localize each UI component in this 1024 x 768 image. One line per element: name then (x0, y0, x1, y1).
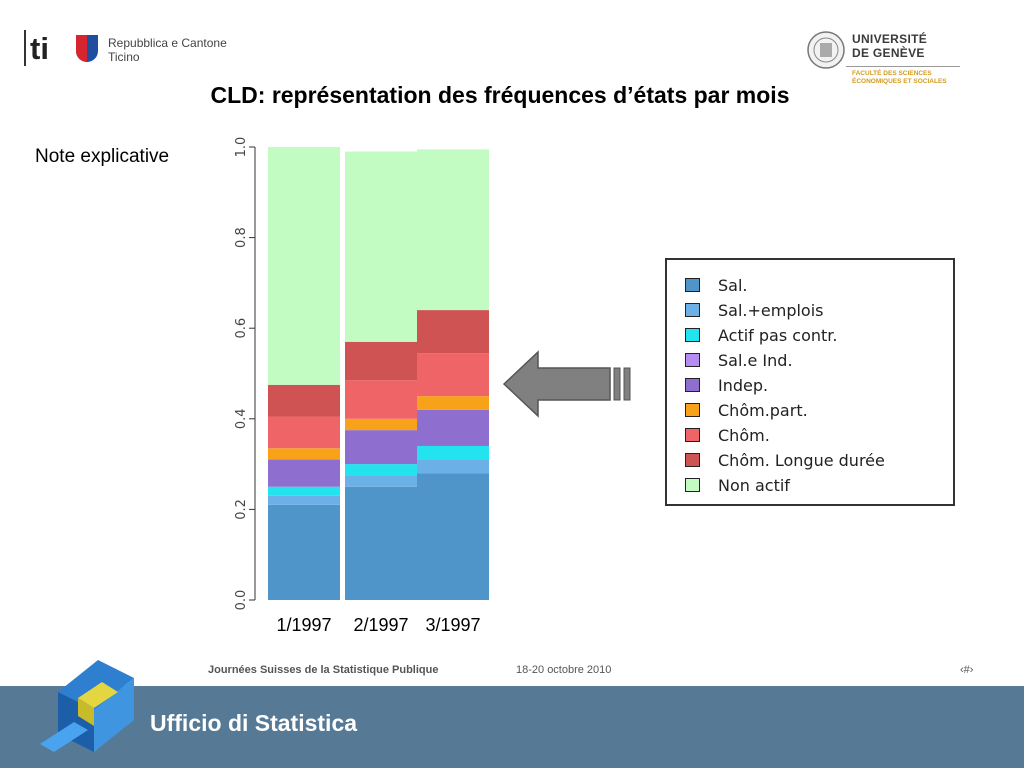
legend-swatch (685, 428, 700, 442)
svg-text:ti: ti (30, 31, 49, 66)
bar-segment (417, 353, 489, 397)
unige-seal-icon (807, 31, 845, 69)
bar-segment (417, 409, 489, 446)
ticino-logo-mark: ti (24, 30, 98, 66)
legend-item: Sal.e Ind. (685, 349, 793, 371)
ufficio-di-statistica-label: Ufficio di Statistica (150, 710, 358, 736)
legend-label: Chôm. (718, 425, 770, 445)
bar-segment (268, 459, 340, 487)
unige-name-line2: DE GENÈVE (852, 46, 925, 60)
bar-segment (268, 147, 340, 385)
legend-label: Sal.+emplois (718, 300, 824, 320)
x-tick-label: 2/1997 (353, 615, 408, 635)
unige-faculty-line1: FACULTÉ DES SCIENCES (852, 70, 932, 77)
bar-segment (345, 341, 417, 381)
ticino-logo-line2: Ticino (108, 50, 140, 64)
footer-page-number: ‹#› (960, 664, 974, 676)
legend-item: Chôm. (685, 424, 770, 446)
bar-segment (417, 473, 489, 600)
unige-name-line1: UNIVERSITÉ (852, 32, 928, 46)
legend-label: Actif pas contr. (718, 325, 838, 345)
bar-segment (268, 486, 340, 496)
ticino-logo: ti Repubblica e Cantone Ticino (24, 30, 234, 68)
bar-segment (268, 416, 340, 449)
x-tick-label: 3/1997 (425, 615, 480, 635)
x-tick-label: 1/1997 (276, 615, 331, 635)
legend-item: Chôm.part. (685, 399, 808, 421)
chart-legend: Sal. Sal.+emplois Actif pas contr. Sal.e In… (665, 258, 955, 506)
bar-segment (345, 430, 417, 465)
bar-segment (417, 310, 489, 354)
legend-swatch (685, 303, 700, 317)
y-tick-label: 0.8 (234, 227, 249, 248)
legend-swatch (685, 478, 700, 492)
legend-item: Sal.+emplois (685, 299, 824, 321)
legend-label: Sal.e Ind. (718, 350, 793, 370)
y-tick-label: 0.6 (234, 318, 249, 339)
y-tick-label: 0.0 (234, 590, 249, 611)
legend-item: Indep. (685, 374, 768, 396)
unige-divider (846, 66, 960, 67)
ticino-logo-line1: Repubblica e Cantone (108, 36, 227, 50)
legend-swatch (685, 378, 700, 392)
legend-swatch (685, 453, 700, 467)
legend-swatch (685, 403, 700, 417)
arrow-left-icon (502, 350, 631, 418)
unige-logo: UNIVERSITÉ DE GENÈVE FACULTÉ DES SCIENCE… (806, 30, 966, 94)
note-explicative: Note explicative (35, 146, 170, 167)
legend-item: Actif pas contr. (685, 324, 837, 346)
ustat-cube-logo-icon (40, 660, 134, 752)
bar-segment (268, 504, 340, 600)
legend-label: Indep. (718, 375, 769, 395)
bar-segment (417, 396, 489, 410)
stacked-bar-chart: 0.0 0.2 0.4 0.6 0.8 1.0 1/1997 2/1997 3/1997 (234, 137, 489, 635)
legend-label: Chôm. Longue durée (718, 450, 885, 470)
bars (268, 147, 489, 600)
bar-segment (345, 464, 417, 476)
legend-label: Non actif (718, 475, 790, 495)
legend-item: Non actif (685, 474, 790, 496)
legend-item: Sal. (685, 274, 748, 296)
bar-segment (345, 475, 417, 487)
y-axis: 0.0 0.2 0.4 0.6 0.8 1.0 (234, 137, 256, 611)
legend-label: Chôm.part. (718, 400, 808, 420)
bar-segment (268, 384, 340, 417)
bar-segment (268, 448, 340, 460)
legend-swatch (685, 328, 700, 342)
bar-segment (345, 418, 417, 431)
slide-title: CLD: représentation des fréquences d’éta… (210, 82, 790, 108)
y-tick-label: 0.4 (234, 408, 249, 429)
y-tick-label: 0.2 (234, 499, 249, 520)
bar-segment (417, 445, 489, 460)
footer-date: 18-20 octobre 2010 (516, 664, 612, 676)
footer-band: Ufficio di Statistica (0, 686, 1024, 768)
x-axis-labels: 1/1997 2/1997 3/1997 (276, 615, 480, 635)
bar-segment (345, 380, 417, 419)
footer-event: Journées Suisses de la Statistique Publi… (208, 664, 439, 676)
bar-segment (345, 486, 417, 600)
legend-swatch (685, 353, 700, 367)
legend-swatch (685, 278, 700, 292)
unige-faculty-line2: ÉCONOMIQUES ET SOCIALES (852, 78, 947, 85)
bar-segment (345, 151, 417, 342)
bar-segment (417, 149, 489, 311)
y-tick-label: 1.0 (234, 137, 249, 158)
legend-item: Chôm. Longue durée (685, 449, 885, 471)
legend-label: Sal. (718, 275, 748, 295)
bar-segment (268, 495, 340, 505)
bar-segment (417, 459, 489, 474)
